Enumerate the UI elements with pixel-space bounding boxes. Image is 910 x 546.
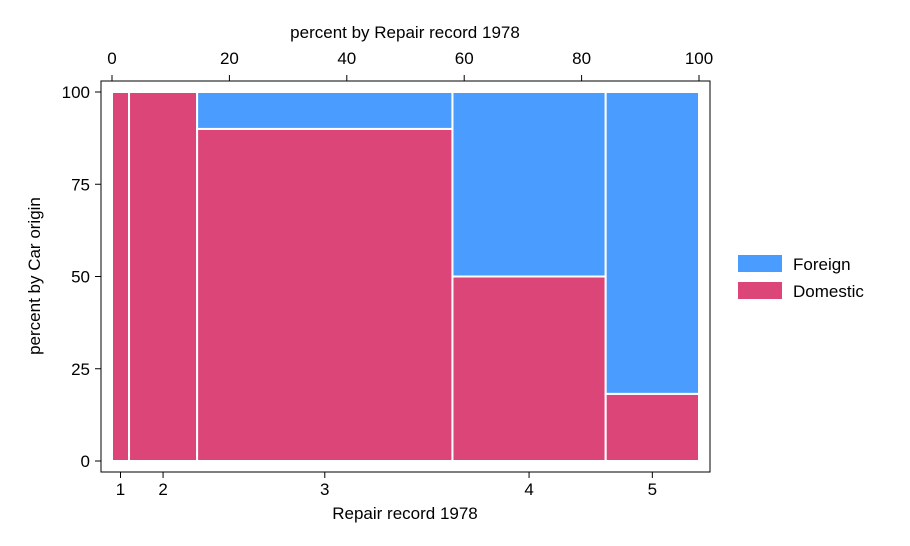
x2-tick-label: 80 (572, 49, 591, 68)
legend-swatch-foreign (738, 255, 782, 272)
y-tick-label: 0 (81, 452, 90, 471)
cell-foreign-4 (451, 91, 607, 278)
y-tick-label: 75 (71, 175, 90, 194)
cell-foreign-3 (196, 91, 454, 130)
top-x-axis: 0 20 40 60 80 100 (107, 49, 713, 81)
x-axis-title: Repair record 1978 (332, 504, 478, 523)
x-cat-label: 2 (158, 480, 167, 499)
x-cat-label: 5 (648, 480, 657, 499)
x2-tick-label: 60 (455, 49, 474, 68)
y-axis: 0 25 50 75 100 (62, 83, 101, 471)
legend-swatch-domestic (738, 282, 782, 299)
y-tick-label: 100 (62, 83, 90, 102)
x2-tick-label: 100 (685, 49, 713, 68)
legend: Foreign Domestic (738, 255, 864, 301)
x2-axis-title: percent by Repair record 1978 (290, 23, 520, 42)
x2-tick-label: 20 (220, 49, 239, 68)
x2-tick-label: 40 (337, 49, 356, 68)
x-cat-label: 3 (320, 480, 329, 499)
mosaic-cells (111, 91, 700, 463)
x2-tick-label: 0 (107, 49, 116, 68)
x-cat-label: 4 (524, 480, 533, 499)
legend-label-foreign: Foreign (793, 255, 851, 274)
cell-domestic-2 (128, 91, 199, 462)
bottom-x-axis: 1 2 3 4 5 (116, 472, 657, 499)
cell-foreign-5 (604, 91, 700, 395)
cell-domestic-1 (111, 91, 131, 462)
legend-label-domestic: Domestic (793, 282, 864, 301)
cell-domestic-5 (604, 392, 700, 463)
y-tick-label: 50 (71, 268, 90, 287)
x-cat-label: 1 (116, 480, 125, 499)
y-axis-title: percent by Car origin (25, 197, 44, 355)
cell-domestic-4 (451, 275, 607, 462)
y-tick-label: 25 (71, 360, 90, 379)
cell-domestic-3 (196, 127, 454, 462)
